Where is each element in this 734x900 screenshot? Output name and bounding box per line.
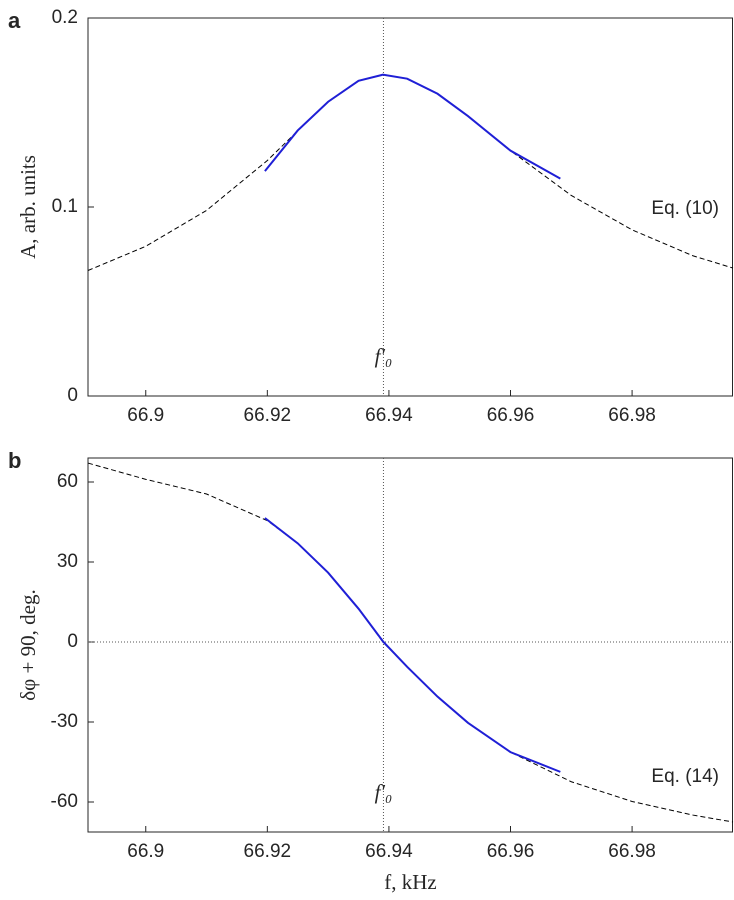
x-tick-label: 66.92 [244,405,292,426]
x-tick-label: 66.98 [608,405,656,426]
x-tick-label: 66.96 [487,841,535,862]
y-tick-label: 0 [67,631,78,652]
x-tick-label: 66.94 [365,841,413,862]
x-tick-label: 66.92 [244,841,292,862]
x-tick-label: 66.94 [365,405,413,426]
y-tick-label: 0 [67,385,78,406]
resonance-label: f′₀ [375,780,393,804]
panel-label: a [8,8,21,33]
y-tick-label: 60 [57,471,78,492]
y-axis-label: A, arb. units [16,155,40,259]
annotation: Eq. (10) [651,198,719,219]
y-tick-label: 0.2 [52,7,78,28]
x-axis-label: f, kHz [384,870,436,894]
resonance-label: f′₀ [375,344,393,368]
x-tick-label: 66.9 [127,405,164,426]
x-tick-label: 66.96 [487,405,535,426]
panel-label: b [8,448,21,473]
y-tick-label: -30 [51,711,78,732]
annotation: Eq. (14) [651,766,719,787]
data-curve [264,517,561,773]
x-tick-label: 66.9 [127,841,164,862]
x-tick-label: 66.98 [608,841,656,862]
y-axis-label: δφ + 90, deg. [16,589,40,700]
data-curve [264,73,561,180]
plot-area [87,457,733,833]
y-tick-label: 30 [57,551,78,572]
plot-area [87,17,733,397]
y-tick-label: 0.1 [52,196,78,217]
model-curve [87,462,734,823]
y-tick-label: -60 [51,791,78,812]
